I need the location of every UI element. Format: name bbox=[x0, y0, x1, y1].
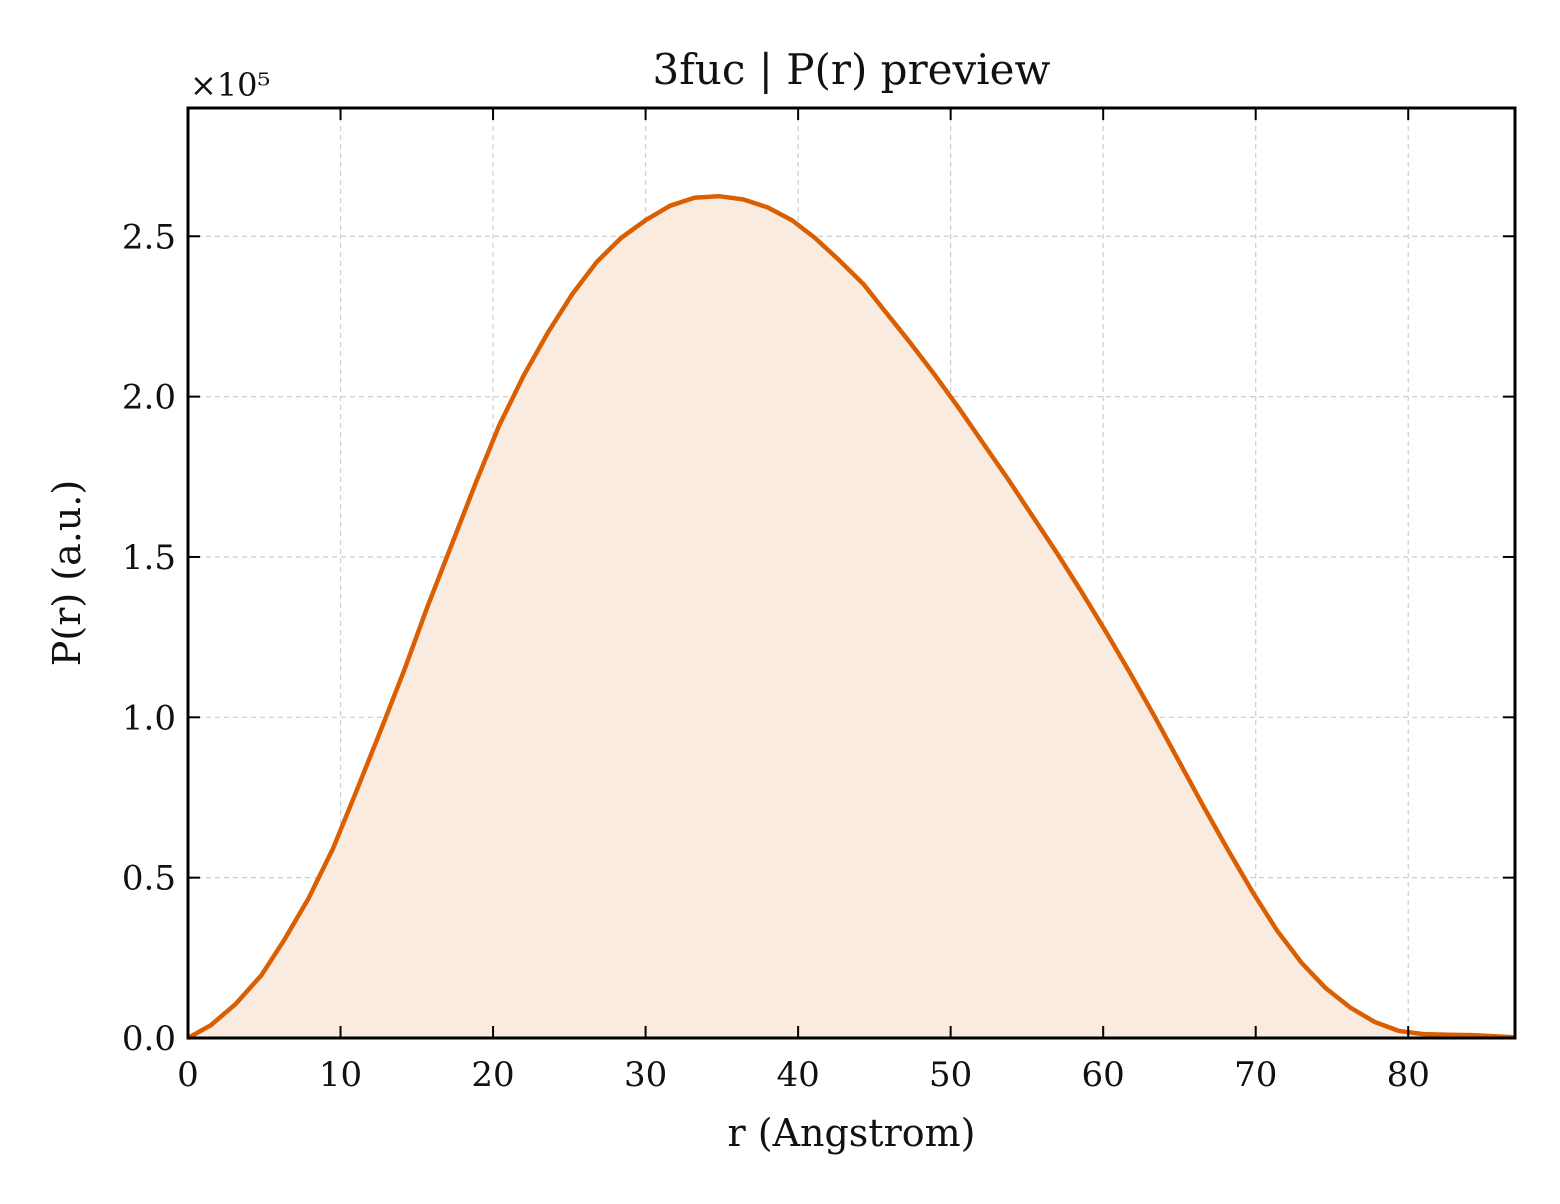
x-tick-label: 10 bbox=[319, 1055, 362, 1095]
y-tick-label: 2.5 bbox=[122, 217, 176, 257]
x-tick-label: 20 bbox=[471, 1055, 514, 1095]
y-tick-label: 0.0 bbox=[122, 1019, 176, 1059]
y-tick-label: 2.0 bbox=[122, 378, 176, 418]
y-tick-label: 1.5 bbox=[122, 538, 176, 578]
x-tick-label: 70 bbox=[1234, 1055, 1277, 1095]
x-tick-label: 50 bbox=[929, 1055, 972, 1095]
y-axis-offset-label: ×10⁵ bbox=[190, 66, 270, 104]
x-tick-label: 60 bbox=[1082, 1055, 1125, 1095]
y-tick-label: 0.5 bbox=[122, 859, 176, 899]
x-tick-label: 80 bbox=[1387, 1055, 1430, 1095]
x-tick-label: 0 bbox=[177, 1055, 199, 1095]
x-tick-label: 30 bbox=[624, 1055, 667, 1095]
area-fill bbox=[188, 196, 1515, 1038]
series-line bbox=[186, 193, 1516, 1040]
x-tick-label: 40 bbox=[776, 1055, 819, 1095]
chart-title: 3fuc | P(r) preview bbox=[653, 45, 1051, 94]
plot-frame bbox=[186, 106, 1517, 1040]
y-tick-label: 1.0 bbox=[122, 698, 176, 738]
y-axis-title: P(r) (a.u.) bbox=[45, 480, 89, 666]
ticks: 0 10 20 30 40 50 60 70 80 0.0 0.5 1.0 1.5 2.0 2.5 bbox=[122, 108, 1515, 1095]
x-axis-title: r (Angstrom) bbox=[728, 1111, 976, 1155]
